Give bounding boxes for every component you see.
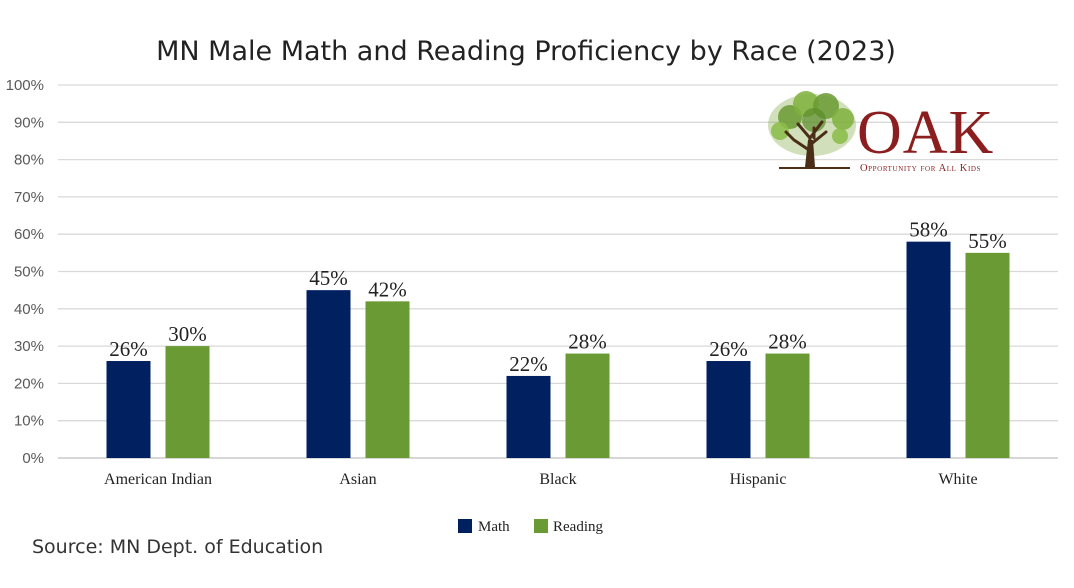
bar-math (906, 241, 951, 458)
y-tick-label: 80% (14, 152, 44, 169)
category-label: White (938, 471, 977, 488)
y-axis-ticks: 0% 10% 20% 30% 40% 50% 60% 70% 80% 90% 100% (6, 77, 44, 467)
tree-icon (768, 91, 856, 169)
bars (106, 241, 1010, 458)
logo-wordmark: OAK (857, 99, 994, 167)
data-labels: 26% 30% 45% 42% 22% 28% 26% 28% 58% 55% (109, 218, 1007, 376)
bar-reading (165, 346, 210, 458)
data-label: 26% (709, 337, 748, 361)
bar-math (706, 361, 751, 458)
category-label: Black (539, 471, 576, 488)
legend-label-math: Math (478, 519, 510, 535)
legend-label-reading: Reading (553, 519, 603, 535)
legend: Math Reading (458, 519, 603, 535)
bar-math (106, 361, 151, 458)
data-label: 58% (909, 218, 948, 242)
y-tick-label: 40% (14, 301, 44, 318)
bar-reading (765, 353, 810, 458)
y-tick-label: 0% (22, 450, 44, 467)
data-label: 45% (309, 266, 348, 290)
bar-math (506, 375, 551, 458)
data-label: 30% (168, 322, 207, 346)
data-label: 26% (109, 337, 148, 361)
source-note: Source: MN Dept. of Education (32, 536, 323, 558)
data-label: 55% (968, 229, 1007, 253)
gridlines (58, 84, 1058, 459)
bar-reading (565, 353, 610, 458)
oak-logo: OAK Opportunity for All Kids (768, 91, 994, 174)
y-tick-label: 10% (14, 413, 44, 430)
y-tick-label: 100% (6, 77, 44, 94)
logo-tagline: Opportunity for All Kids (860, 163, 981, 174)
y-tick-label: 50% (14, 264, 44, 281)
bar-math (306, 290, 351, 458)
y-tick-label: 70% (14, 189, 44, 206)
data-label: 42% (368, 277, 407, 301)
category-label: American Indian (104, 471, 212, 488)
chart-title: MN Male Math and Reading Proficiency by … (156, 36, 896, 67)
data-label: 28% (768, 330, 807, 354)
bar-reading (365, 301, 410, 458)
category-labels: American Indian Asian Black Hispanic White (104, 471, 978, 488)
data-label: 22% (509, 352, 548, 376)
category-label: Hispanic (730, 471, 787, 488)
legend-swatch-math (458, 519, 472, 533)
bar-reading (965, 252, 1010, 458)
y-tick-label: 90% (14, 114, 44, 131)
legend-swatch-reading (534, 519, 548, 533)
y-tick-label: 30% (14, 338, 44, 355)
y-tick-label: 60% (14, 226, 44, 243)
data-label: 28% (568, 330, 607, 354)
y-tick-label: 20% (14, 375, 44, 392)
category-label: Asian (339, 471, 376, 488)
